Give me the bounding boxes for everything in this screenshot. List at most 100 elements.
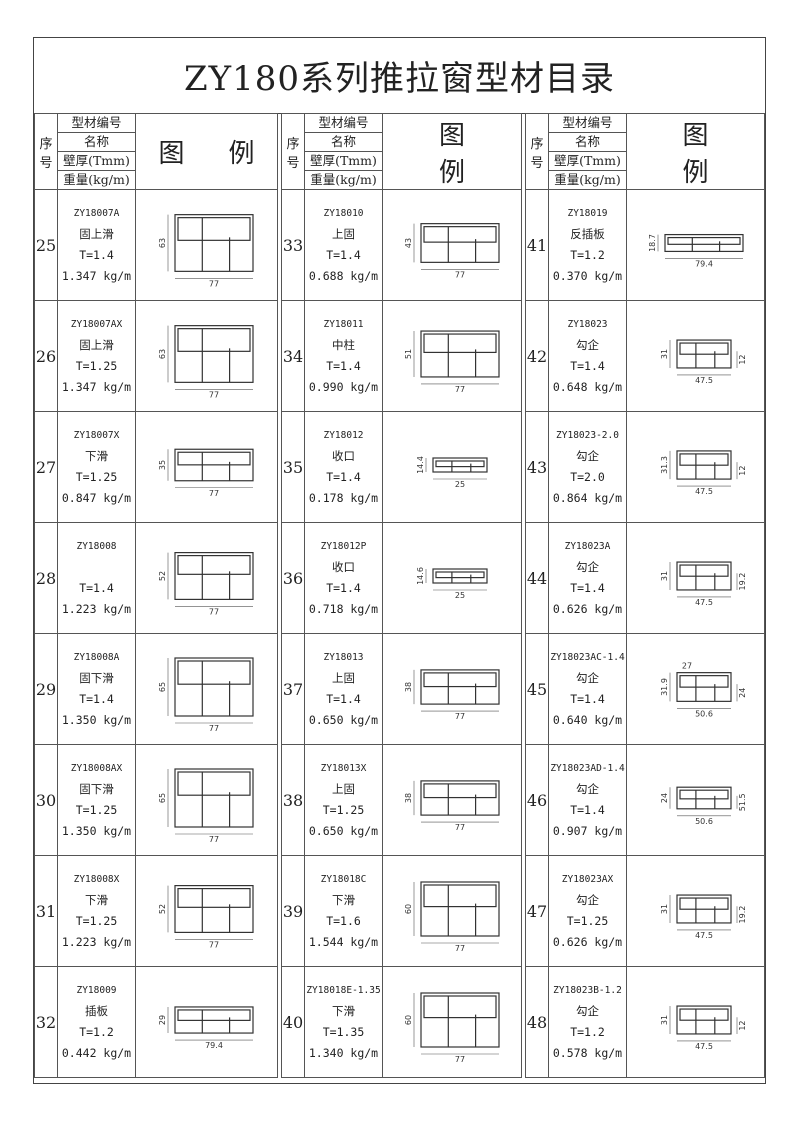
profile-code: ZY18011 xyxy=(323,319,364,330)
profile-drawing: 77 52 xyxy=(158,885,254,949)
profile-inner xyxy=(679,564,729,577)
profile-weight: 0.907 kg/m xyxy=(552,824,623,838)
profile-figure: 77 51 xyxy=(382,300,522,412)
profile-weight: 0.688 kg/m xyxy=(308,269,379,283)
row-number: 33 xyxy=(281,189,305,301)
profile-outline xyxy=(420,669,500,705)
profile-thickness: T=1.25 xyxy=(566,914,609,928)
profile-code: ZY18023-2.0 xyxy=(556,430,619,441)
dim-right: 19.2 xyxy=(738,573,747,591)
profile-weight: 0.648 kg/m xyxy=(552,380,623,394)
profile-info: ZY18007A 固上滑 T=1.4 1.347 kg/m xyxy=(57,189,136,301)
profile-figure: 79.4 29 xyxy=(135,966,278,1078)
profile-code: ZY18009 xyxy=(76,985,117,996)
profile-row: 35 ZY18012 收口 T=1.4 0.178 kg/m 25 14.4 xyxy=(281,411,522,523)
profile-figure: 77 38 xyxy=(382,633,522,745)
dim-height: 31 xyxy=(660,904,669,914)
header-weight: 重量(kg/m) xyxy=(57,170,136,190)
profile-thickness: T=1.25 xyxy=(75,359,118,373)
row-number: 32 xyxy=(34,966,58,1078)
profile-inner xyxy=(423,783,497,799)
row-number: 45 xyxy=(525,633,549,745)
profile-drawing: 25 14.4 xyxy=(416,456,488,489)
profile-name: 反插板 xyxy=(570,227,605,241)
row-number: 28 xyxy=(34,522,58,634)
profile-row: 28 ZY18008 T=1.4 1.223 kg/m 77 52 xyxy=(34,522,278,634)
profile-weight: 1.350 kg/m xyxy=(61,713,132,727)
profile-drawing: 50.6 31.9 24 27 xyxy=(660,662,747,719)
profile-inner xyxy=(176,1009,251,1021)
profile-name: 下滑 xyxy=(332,893,355,907)
profile-info: ZY18007X 下滑 T=1.25 0.847 kg/m xyxy=(57,411,136,523)
profile-info: ZY18008A 固下滑 T=1.4 1.350 kg/m xyxy=(57,633,136,745)
profile-drawing: 77 38 xyxy=(404,669,500,721)
profile-thickness: T=1.4 xyxy=(79,692,114,706)
row-number: 40 xyxy=(281,966,305,1078)
header-figure: 图例 xyxy=(382,113,522,190)
dim-width: 77 xyxy=(455,944,465,953)
dim-width: 77 xyxy=(455,270,465,279)
row-number: 29 xyxy=(34,633,58,745)
profile-code: ZY18023B-1.2 xyxy=(553,985,622,996)
header-weight: 重量(kg/m) xyxy=(304,170,383,190)
dim-width: 77 xyxy=(208,940,218,949)
header-no: 序号 xyxy=(34,113,58,190)
row-number: 36 xyxy=(281,522,305,634)
profile-figure: 77 52 xyxy=(135,522,278,634)
profile-code: ZY18018C xyxy=(320,874,367,885)
profile-thickness: T=2.0 xyxy=(570,470,605,484)
profile-drawing: 77 43 xyxy=(404,223,500,279)
profile-row: 43 ZY18023-2.0 勾企 T=2.0 0.864 kg/m 47.5 … xyxy=(525,411,765,523)
profile-outline xyxy=(420,330,500,378)
profile-code: ZY18023A xyxy=(564,541,611,552)
dim-height: 31.9 xyxy=(660,678,669,696)
profile-figure: 77 52 xyxy=(135,855,278,967)
profile-row: 40 ZY18018E-1.35 下滑 T=1.35 1.340 kg/m 77… xyxy=(281,966,522,1078)
profile-drawing: 77 60 xyxy=(404,881,500,953)
profile-info: ZY18018E-1.35 下滑 T=1.35 1.340 kg/m xyxy=(304,966,383,1078)
dim-height: 43 xyxy=(404,238,413,248)
row-number: 44 xyxy=(525,522,549,634)
profile-weight: 0.718 kg/m xyxy=(308,602,379,616)
profile-code: ZY18010 xyxy=(323,208,364,219)
profile-weight: 1.544 kg/m xyxy=(308,935,379,949)
row-number: 39 xyxy=(281,855,305,967)
profile-info: ZY18008 T=1.4 1.223 kg/m xyxy=(57,522,136,634)
profile-thickness: T=1.4 xyxy=(326,359,361,373)
profile-outline xyxy=(173,657,254,717)
profile-outline xyxy=(676,786,732,810)
profile-weight: 1.347 kg/m xyxy=(61,380,132,394)
profile-outline xyxy=(676,450,732,480)
profile-info: ZY18007AX 固上滑 T=1.25 1.347 kg/m xyxy=(57,300,136,412)
profile-row: 44 ZY18023A 勾企 T=1.4 0.626 kg/m 47.5 31 … xyxy=(525,522,765,634)
profile-drawing: 47.5 31 19.2 xyxy=(660,894,747,940)
row-number: 46 xyxy=(525,744,549,856)
dim-height: 38 xyxy=(404,793,413,803)
row-number: 27 xyxy=(34,411,58,523)
dim-height: 24 xyxy=(660,793,669,803)
profile-outline xyxy=(173,768,254,828)
row-number: 26 xyxy=(34,300,58,412)
profile-code: ZY18023 xyxy=(567,319,608,330)
dim-width: 77 xyxy=(208,835,218,844)
profile-weight: 0.640 kg/m xyxy=(552,713,623,727)
profile-name: 下滑 xyxy=(85,449,108,463)
row-number: 47 xyxy=(525,855,549,967)
profile-figure: 77 38 xyxy=(382,744,522,856)
profile-weight: 0.847 kg/m xyxy=(61,491,132,505)
dim-width: 47.5 xyxy=(695,931,713,940)
header-no: 序号 xyxy=(281,113,305,190)
profile-outline xyxy=(432,568,488,584)
profile-row: 30 ZY18008AX 固下滑 T=1.25 1.350 kg/m 77 65 xyxy=(34,744,278,856)
profile-outline xyxy=(676,672,732,702)
profile-code: ZY18023AD-1.4 xyxy=(550,763,625,774)
dim-height: 31.3 xyxy=(660,456,669,474)
profile-thickness: T=1.4 xyxy=(326,692,361,706)
profile-drawing: 79.4 18.7 xyxy=(648,233,744,268)
profile-inner xyxy=(176,328,251,352)
profile-table: 序号 型材编号 图例 名称 壁厚(Tmm) 重量(kg/m) 25 ZY1800… xyxy=(34,113,278,1078)
profile-row: 36 ZY18012P 收口 T=1.4 0.718 kg/m 25 14.6 xyxy=(281,522,522,634)
profile-weight: 0.178 kg/m xyxy=(308,491,379,505)
profile-outline xyxy=(676,1005,732,1035)
profile-inner xyxy=(423,995,497,1019)
